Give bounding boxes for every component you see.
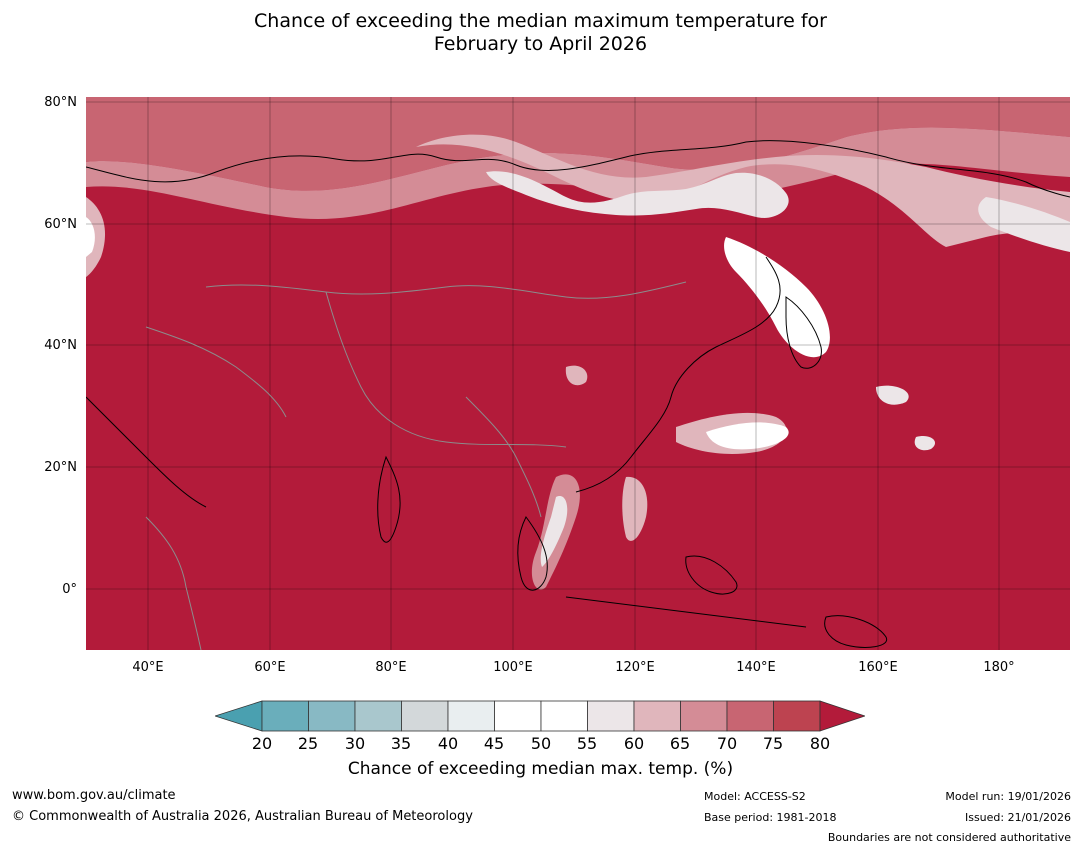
copyright-notice: © Commonwealth of Australia 2026, Austra… — [12, 809, 473, 824]
colorbar-tick-25: 25 — [297, 734, 319, 753]
issued-date: Issued: 21/01/2026 — [964, 811, 1071, 824]
forecast-map — [86, 97, 1070, 650]
colorbar-cell — [680, 700, 728, 732]
lat-label-80n: 80°N — [44, 95, 77, 110]
colorbar-tick-50: 50 — [530, 734, 552, 753]
colorbar-tick-70: 70 — [716, 734, 738, 753]
boundaries-note: Boundaries are not considered authoritat… — [827, 831, 1071, 844]
model-run: Model run: 19/01/2026 — [945, 790, 1071, 803]
lon-label-160e: 160°E — [858, 660, 898, 675]
colorbar-label: Chance of exceeding median max. temp. (%… — [347, 759, 734, 779]
lon-label-80e: 80°E — [375, 660, 407, 675]
colorbar-tick-30: 30 — [344, 734, 366, 753]
base-period: Base period: 1981-2018 — [704, 811, 837, 824]
lon-label-40e: 40°E — [132, 660, 164, 675]
lat-label-20n: 20°N — [44, 460, 77, 475]
colorbar-cell — [354, 700, 402, 732]
lat-label-0: 0° — [62, 582, 77, 597]
colorbar-tick-75: 75 — [762, 734, 784, 753]
title-line-2: February to April 2026 — [433, 33, 648, 55]
chart-title: Chance of exceeding the median maximum t… — [0, 10, 1081, 56]
colorbar-tick-35: 35 — [390, 734, 412, 753]
colorbar-cell — [401, 700, 449, 732]
lon-label-180: 180° — [983, 660, 1015, 675]
colorbar-tick-65: 65 — [669, 734, 691, 753]
probability-patches — [86, 97, 1070, 590]
colorbar-tick-55: 55 — [576, 734, 598, 753]
title-line-1: Chance of exceeding the median maximum t… — [254, 10, 827, 32]
colorbar-cell — [587, 700, 635, 732]
lat-label-40n: 40°N — [44, 338, 77, 353]
colorbar-cell — [261, 700, 309, 732]
colorbar-extend-high — [819, 700, 865, 732]
lat-label-60n: 60°N — [44, 217, 77, 232]
colorbar-cell — [447, 700, 495, 732]
colorbar-tick-60: 60 — [623, 734, 645, 753]
lon-label-100e: 100°E — [493, 660, 533, 675]
model-name: Model: ACCESS-S2 — [704, 790, 806, 803]
colorbar-cells — [215, 700, 865, 732]
colorbar — [215, 700, 865, 732]
website-link[interactable]: www.bom.gov.au/climate — [12, 788, 176, 803]
colorbar-cell — [773, 700, 821, 732]
colorbar-extend-low — [215, 700, 263, 732]
lon-label-140e: 140°E — [736, 660, 776, 675]
colorbar-cell — [308, 700, 356, 732]
colorbar-tick-40: 40 — [437, 734, 459, 753]
colorbar-cell — [633, 700, 681, 732]
colorbar-tick-20: 20 — [251, 734, 273, 753]
lon-label-60e: 60°E — [254, 660, 286, 675]
graticule — [86, 97, 1070, 650]
colorbar-cell — [494, 700, 542, 732]
colorbar-cell — [726, 700, 774, 732]
colorbar-tick-80: 80 — [809, 734, 831, 753]
colorbar-cell — [540, 700, 588, 732]
lon-label-120e: 120°E — [615, 660, 655, 675]
colorbar-tick-45: 45 — [483, 734, 505, 753]
country-borders — [145, 281, 687, 650]
coastlines — [86, 140, 1070, 648]
